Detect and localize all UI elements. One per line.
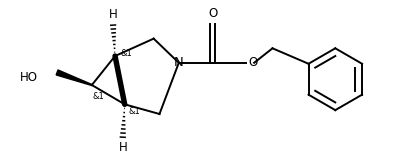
- Text: H: H: [118, 141, 127, 154]
- Polygon shape: [56, 70, 92, 85]
- Text: H: H: [109, 8, 118, 21]
- Text: &1: &1: [129, 107, 140, 116]
- Text: N: N: [174, 56, 184, 69]
- Text: &1: &1: [121, 49, 133, 58]
- Text: HO: HO: [21, 71, 38, 84]
- Text: O: O: [208, 7, 217, 20]
- Text: O: O: [248, 56, 258, 69]
- Text: &1: &1: [93, 92, 104, 101]
